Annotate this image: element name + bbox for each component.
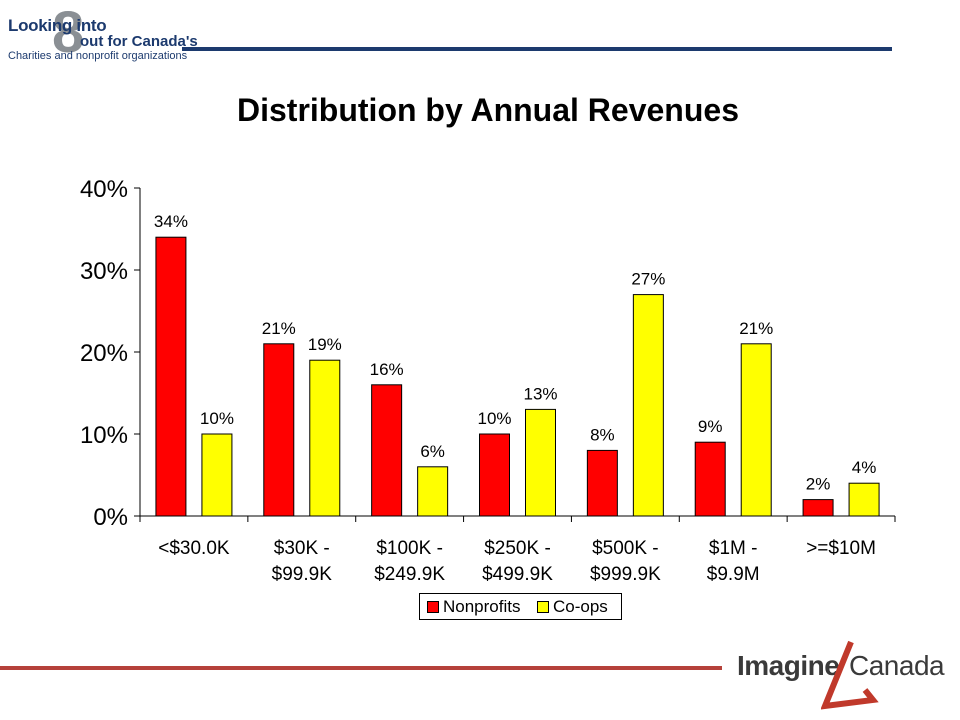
bar-nonprofits: [802, 499, 834, 517]
x-tick-label: $9.9M: [707, 564, 760, 585]
legend-label-coops: Co-ops: [553, 597, 608, 616]
x-tick-label: $249.9K: [374, 564, 445, 585]
data-label: 2%: [806, 475, 831, 494]
bar-coops: [632, 294, 664, 517]
y-tick-label: 0%: [93, 504, 128, 531]
legend-swatch-nonprofits: [427, 601, 439, 613]
footer-rule: [0, 666, 722, 670]
x-tick-label: >=$10M: [806, 538, 876, 559]
bar-coops: [525, 408, 556, 517]
y-tick-label: 30%: [80, 258, 128, 285]
data-label: 13%: [523, 384, 557, 403]
bar-nonprofits: [155, 236, 187, 517]
chart-legend: Nonprofits Co-ops: [419, 593, 622, 620]
x-tick-label: $99.9K: [272, 564, 333, 585]
data-label: 27%: [631, 270, 665, 289]
data-label: 8%: [590, 425, 615, 444]
legend-swatch-coops: [537, 601, 549, 613]
data-label: 19%: [308, 335, 342, 354]
x-tick-label: $1M -: [709, 538, 758, 559]
x-tick-label: $250K -: [484, 538, 551, 559]
data-label: 10%: [477, 409, 511, 428]
data-label: 6%: [420, 442, 445, 461]
bar-nonprofits: [479, 433, 510, 517]
logo-line-2: out for Canada's: [80, 33, 198, 50]
x-tick-label: $999.9K: [590, 564, 661, 585]
x-tick-label: $500K -: [592, 538, 659, 559]
footer-logo-word-2: Canada: [849, 650, 945, 681]
bar-coops: [309, 359, 341, 517]
bar-nonprofits: [586, 449, 618, 517]
logo-line-1: Looking into: [8, 16, 107, 35]
x-tick-label: $499.9K: [482, 564, 553, 585]
x-tick-label: $100K -: [376, 538, 443, 559]
data-label: 4%: [852, 458, 877, 477]
bar-coops: [740, 343, 772, 517]
bar-coops: [848, 482, 880, 517]
bar-nonprofits: [371, 384, 403, 517]
data-label: 16%: [370, 360, 404, 379]
bar-nonprofits: [694, 441, 726, 517]
data-label: 9%: [698, 417, 723, 436]
header-logo: 8 Looking into out for Canada's Charitie…: [8, 4, 198, 64]
maple-leaf-icon: [821, 640, 879, 710]
bar-nonprofits: [263, 343, 295, 517]
x-tick-label: <$30.0K: [158, 538, 230, 559]
y-tick-label: 40%: [80, 176, 128, 203]
data-label: 21%: [739, 319, 773, 338]
bar-coops: [417, 466, 449, 517]
y-tick-label: 20%: [80, 340, 128, 367]
footer-logo-word-1: Imagine: [737, 650, 840, 681]
data-label: 34%: [154, 212, 188, 231]
data-label: 21%: [262, 319, 296, 338]
y-tick-label: 10%: [80, 422, 128, 449]
legend-item-coops: Co-ops: [537, 597, 608, 616]
header-rule: [182, 47, 892, 51]
footer-logo: Imagine Canada: [737, 640, 945, 710]
data-label: 10%: [200, 409, 234, 428]
legend-item-nonprofits: Nonprofits: [427, 597, 521, 616]
chart-title: Distribution by Annual Revenues: [237, 92, 739, 128]
logo-line-3: Charities and nonprofit organizations: [8, 50, 188, 62]
legend-label-nonprofits: Nonprofits: [443, 597, 521, 616]
bar-coops: [201, 433, 233, 517]
x-tick-label: $30K -: [274, 538, 330, 559]
logo-digit: 8: [52, 0, 85, 65]
